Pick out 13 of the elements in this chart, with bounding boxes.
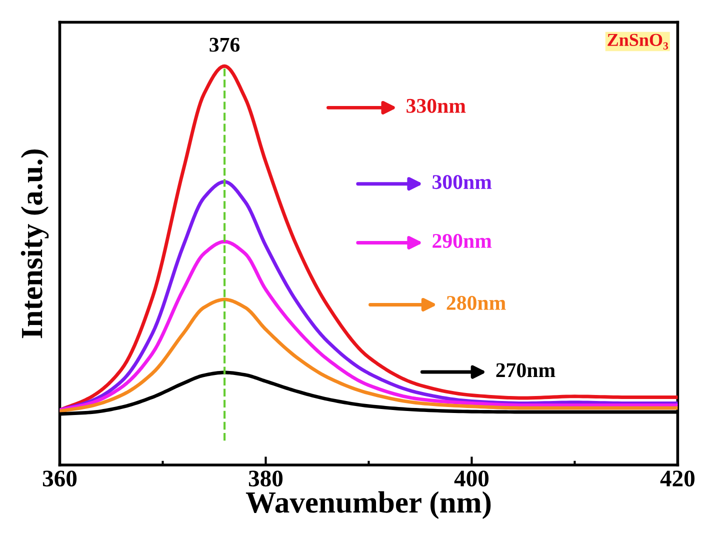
x-tick-label: 380	[248, 470, 283, 487]
x-tick-label: 360	[42, 470, 77, 487]
ref-line-label: 376	[210, 38, 240, 52]
legend-label: 270nm	[496, 363, 556, 378]
legend-label: 290nm	[432, 234, 492, 248]
x-tick-label: 420	[660, 470, 694, 487]
x-axis-title: Wavenumber (nm)	[246, 491, 491, 520]
x-tick-label: 400	[454, 470, 489, 487]
legend-label: 330nm	[406, 98, 466, 113]
text: ZnSnO₃	[608, 34, 668, 50]
legend-label: 300nm	[432, 175, 492, 190]
y-axis-title: Intensity (a.u.)	[20, 149, 49, 338]
legend-label: 280nm	[446, 296, 506, 310]
